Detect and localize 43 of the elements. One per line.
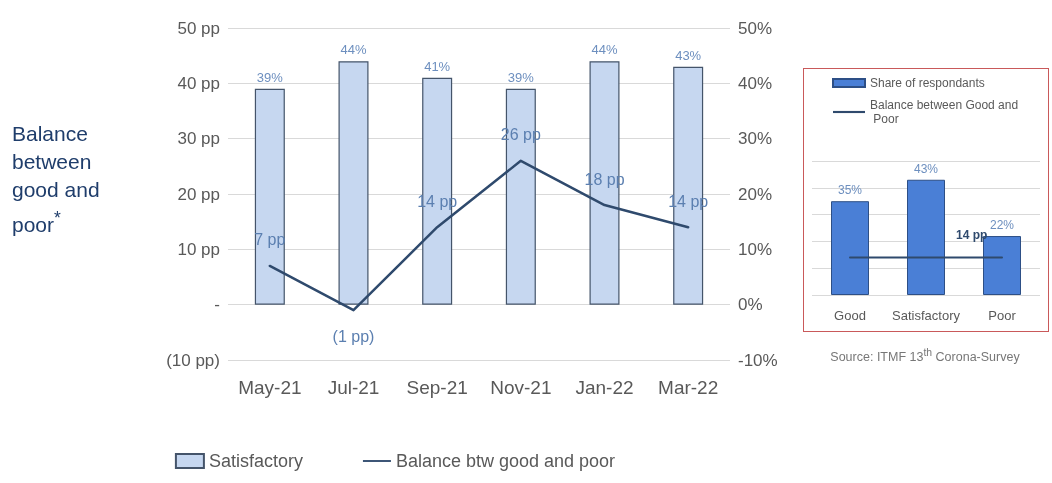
y-tick-label: 30 pp [177,129,220,149]
x-tick-label: Mar-22 [658,377,719,398]
y-tick-label: 20 pp [177,184,220,204]
x-tick-label: Sep-21 [406,377,468,398]
source-note: Source: ITMF 13$^{th}$ Corona-Survey [829,346,1021,366]
y-tick-label: - [214,295,220,315]
data-label: 39% [507,69,535,85]
x-tick-label: Good [834,308,866,323]
line-series [268,159,690,312]
bar [338,61,369,305]
y-tick-label: 10 pp [177,239,220,259]
x-tick-label: Jan-22 [575,377,634,398]
y2-tick-label: 10% [738,239,773,259]
y2-tick-label: 30% [738,129,773,149]
y-tick-label: (10 pp) [166,350,220,370]
data-label: 44% [591,42,618,58]
y-axis-title: Balance between good and poor$^{*}$ [12,121,101,238]
y2-tick-label: 50% [738,18,773,38]
data-label: 14 pp [956,228,988,243]
y-tick-label: 40 pp [177,73,220,93]
data-label: 44% [340,42,367,58]
y-tick-label: 50 pp [177,18,220,38]
y2-tick-label: -10% [738,350,778,370]
y2-tick-label: 40% [738,73,773,93]
data-label: 41% [424,58,451,74]
legend-label: Balance btw good and poor [395,451,616,471]
y2-tick-label: 0% [738,295,763,315]
legend-label: Balance between Good and Poor [870,98,1019,126]
bar [254,88,285,305]
x-tick-label: Jul-21 [327,377,380,398]
y2-tick-label: 20% [738,184,773,204]
x-tick-label: Nov-21 [490,377,552,398]
data-label: 39% [256,69,284,85]
data-label: (1 pp) [332,327,375,345]
legend-label: Satisfactory [208,451,303,471]
legend-label: Share of respondants [870,76,985,90]
x-tick-label: May-21 [238,377,302,398]
data-label: 35% [837,183,863,198]
x-tick-label: Satisfactory [892,308,961,323]
x-tick-label: Poor [988,308,1017,323]
data-label: 43% [675,47,702,63]
data-label: 22% [989,218,1015,233]
data-label: 43% [913,161,939,176]
